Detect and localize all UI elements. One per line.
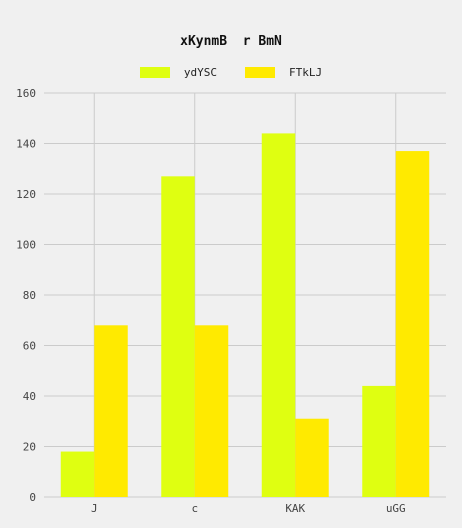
bar-series-1	[261, 133, 296, 497]
x-tick-label: uGG	[386, 502, 406, 515]
bar-series-2	[295, 418, 329, 497]
y-tick-label: 80	[23, 289, 36, 302]
y-tick-label: 60	[23, 340, 36, 353]
y-tick-label: 160	[16, 87, 36, 100]
chart-title: xKynmB r BmN	[180, 34, 282, 49]
y-tick-label: 100	[16, 239, 36, 252]
x-tick-label: c	[191, 502, 198, 515]
bar-series-2	[94, 325, 128, 497]
x-tick-label: KAK	[285, 502, 305, 515]
bar-series-1	[60, 451, 95, 497]
y-tick-label: 0	[29, 491, 36, 504]
x-tick-label: J	[91, 502, 98, 515]
legend-label-series-2: FTkLJ	[289, 66, 323, 79]
y-tick-label: 40	[23, 390, 36, 403]
legend: ydYSC FTkLJ	[0, 66, 462, 79]
legend-swatch-series-1	[139, 67, 170, 78]
y-tick-label: 120	[16, 188, 36, 201]
y-tick-label: 140	[16, 138, 36, 151]
bar-series-2	[395, 151, 430, 497]
bar-series-1	[161, 176, 195, 497]
legend-item-series-1: ydYSC	[139, 66, 217, 79]
y-tick-label: 20	[23, 441, 36, 454]
bar-series-2	[194, 325, 229, 497]
legend-label-series-1: ydYSC	[183, 66, 217, 79]
legend-swatch-series-2	[245, 67, 275, 78]
legend-item-series-2: FTkLJ	[245, 66, 322, 79]
bar-series-1	[362, 385, 396, 497]
